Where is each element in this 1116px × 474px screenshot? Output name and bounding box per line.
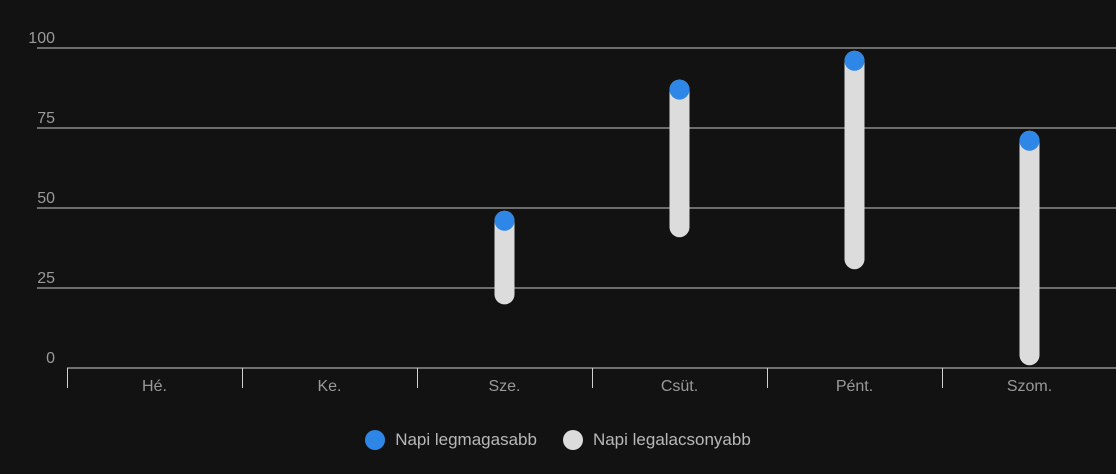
legend-item-high[interactable]: Napi legmagasabb	[365, 430, 537, 450]
x-tick-label-1: Ke.	[317, 378, 341, 395]
y-tick-label-25: 25	[37, 270, 55, 287]
x-tick-label-2: Sze.	[488, 378, 520, 395]
legend-item-low[interactable]: Napi legalacsonyabb	[562, 430, 751, 450]
legend-swatch-high	[365, 430, 386, 450]
legend: Napi legmagasabb Napi legalacsonyabb	[0, 430, 1116, 450]
high-point-2	[494, 210, 515, 231]
y-tick-label-75: 75	[37, 110, 55, 127]
y-tick-label-50: 50	[37, 190, 55, 207]
y-tick-label-100: 100	[28, 30, 55, 47]
legend-label-high: Napi legmagasabb	[395, 430, 537, 449]
legend-swatch-low	[562, 430, 583, 450]
x-tick-label-5: Szom.	[1007, 378, 1052, 395]
x-tick-label-4: Pént.	[836, 378, 873, 395]
x-tick-label-3: Csüt.	[661, 378, 698, 395]
x-tick-label-0: Hé.	[142, 378, 167, 395]
high-point-4	[844, 50, 865, 71]
high-point-5	[1019, 130, 1040, 151]
high-point-3	[669, 79, 690, 100]
y-tick-label-0: 0	[46, 350, 55, 367]
legend-label-low: Napi legalacsonyabb	[592, 430, 751, 449]
